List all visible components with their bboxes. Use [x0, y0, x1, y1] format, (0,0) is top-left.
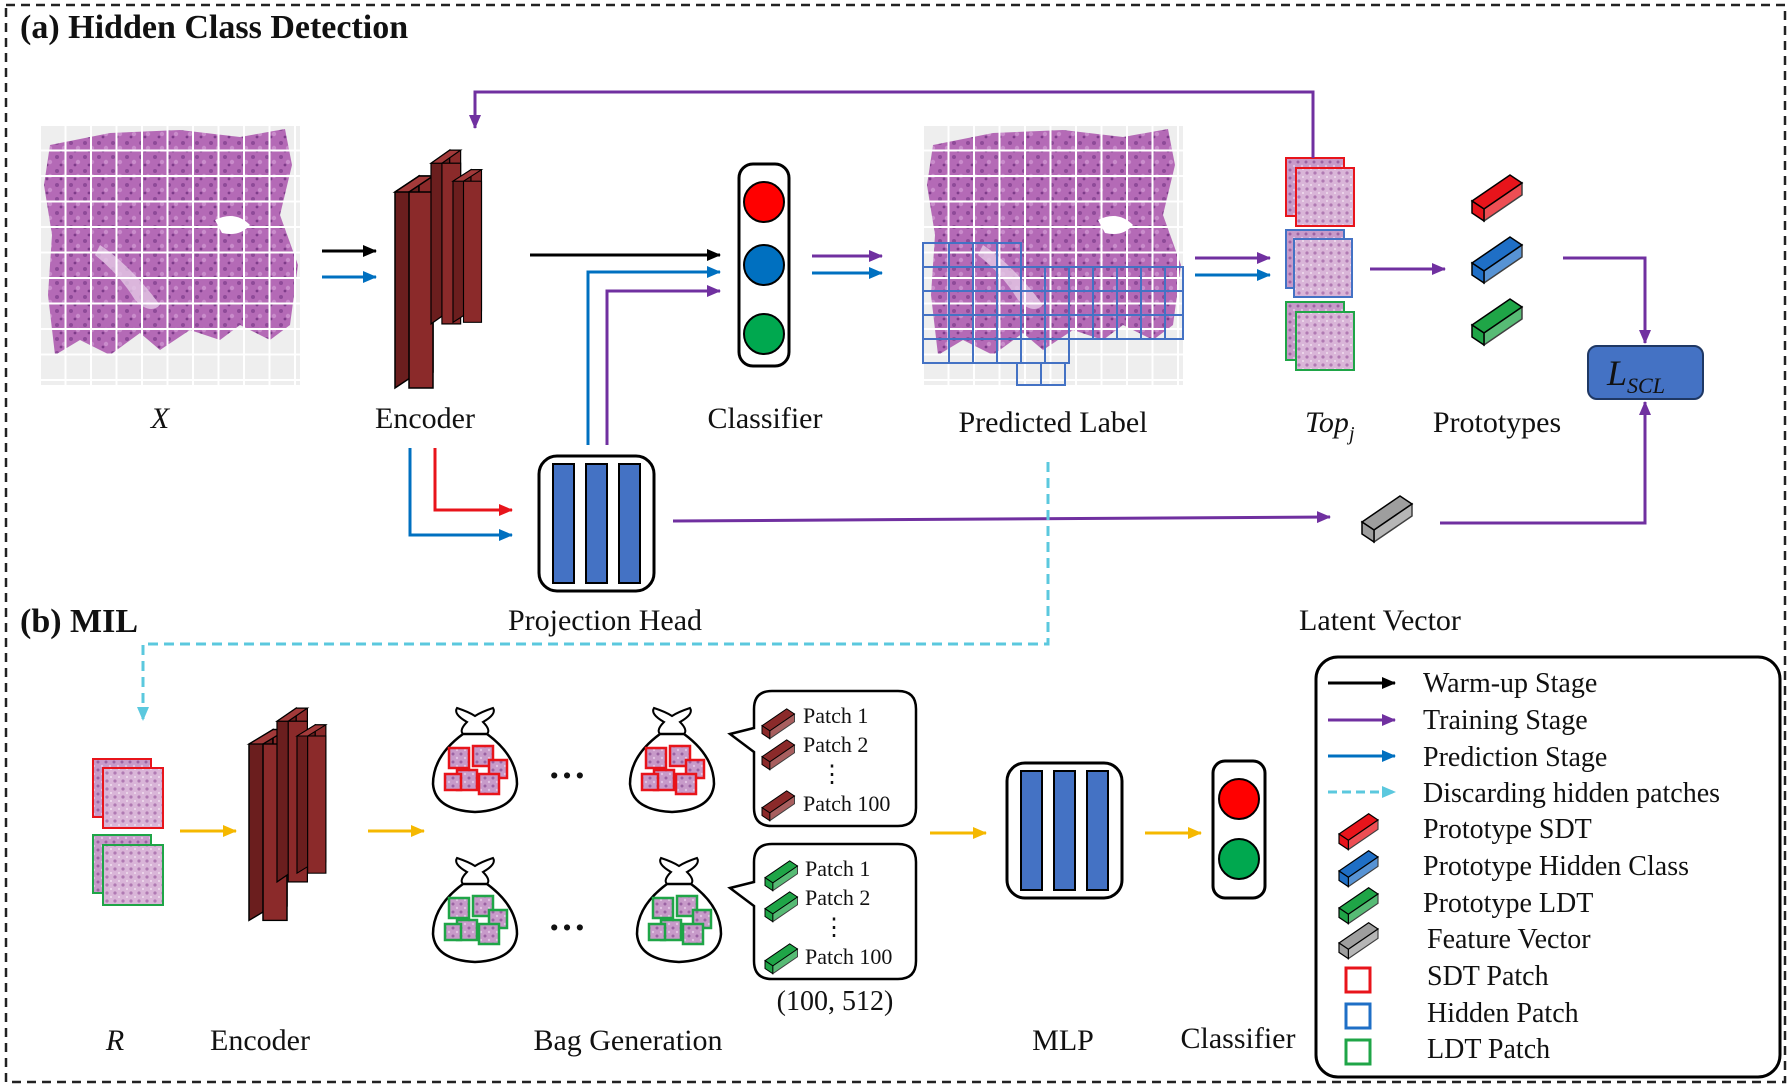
projection-head: [537, 454, 656, 593]
legend-label-sdt-patch: SDT Patch: [1427, 961, 1549, 992]
mlp-label: MLP: [1032, 1024, 1094, 1057]
classifier-a-blue-node: [743, 244, 785, 286]
prototype-sdt-bar: [1471, 174, 1523, 222]
classifier-a-label: Classifier: [708, 402, 823, 435]
arrow-training-proj-classifier: [605, 285, 721, 445]
callout-bottom-patch-2: Patch 2: [805, 885, 870, 910]
bag-ellipsis-bottom: …: [548, 897, 586, 939]
bag-generation-label: Bag Generation: [533, 1024, 722, 1057]
callout-bottom-patch-100: Patch 100: [805, 944, 892, 969]
bag-ldt-n: [635, 856, 723, 964]
classifier-b-red-node: [1218, 778, 1260, 820]
legend-label-discard: Discarding hidden patches: [1423, 778, 1720, 809]
encoder-b: [248, 707, 327, 922]
callout-ldt-patches: Patch 1 Patch 2 ⋮ Patch 100: [727, 842, 918, 981]
callout-top-vdots: ⋮: [820, 762, 844, 788]
encoder-a-label: Encoder: [375, 402, 475, 435]
predicted-label-slide: [922, 125, 1184, 386]
legend-label-ldt-patch: LDT Patch: [1427, 1034, 1550, 1065]
classifier-a-green-node: [743, 313, 785, 355]
bag-ellipsis-top: …: [548, 745, 586, 787]
classifier-b-green-node: [1218, 838, 1260, 880]
arrow-training-latent-loss: [1440, 401, 1651, 525]
arrow-training-feedback-encoder: [469, 90, 1315, 158]
latent-vector-bar: [1361, 495, 1413, 543]
legend-label-warmup: Warm-up Stage: [1423, 668, 1597, 699]
outer-frame: [4, 3, 1787, 1084]
bag-ldt-1: [431, 856, 519, 964]
loss-scl-box: LSCL: [1587, 345, 1704, 400]
callout-bottom-patch-1: Patch 1: [805, 856, 870, 881]
callout-bottom-vdots: ⋮: [822, 915, 846, 941]
section-a-title: (a) Hidden Class Detection: [20, 9, 408, 46]
legend-sdt-patch-icon: [1344, 966, 1372, 994]
input-x-label: X: [150, 402, 171, 435]
legend-label-prototype-hidden: Prototype Hidden Class: [1423, 851, 1689, 882]
legend: Warm-up Stage Training Stage Prediction …: [1314, 655, 1782, 1079]
legend-label-feature-vector: Feature Vector: [1427, 924, 1591, 955]
encoder-a: [394, 149, 483, 389]
topj-label: Topj: [1305, 406, 1355, 445]
arrow-prediction-proj-classifier: [586, 266, 721, 445]
callout-top-patch-100: Patch 100: [803, 791, 890, 816]
shape-label: (100, 512): [777, 986, 894, 1017]
callout-sdt-patches: Patch 1 Patch 2 ⋮ Patch 100: [727, 689, 918, 828]
legend-label-prototype-ldt: Prototype LDT: [1423, 888, 1593, 919]
legend-label-hidden-patch: Hidden Patch: [1427, 998, 1579, 1029]
input-r-label: R: [105, 1024, 124, 1057]
prototypes-label: Prototypes: [1433, 406, 1561, 439]
prototype-ldt-bar: [1471, 298, 1523, 346]
classifier-b: [1211, 759, 1267, 900]
arrow-prediction-encoder-projection: [408, 448, 513, 541]
legend-label-prototype-sdt: Prototype SDT: [1423, 814, 1592, 845]
callout-top-patch-2: Patch 2: [803, 732, 868, 757]
legend-ldt-patch-icon: [1344, 1038, 1372, 1066]
callout-top-patch-1: Patch 1: [803, 703, 868, 728]
arrow-training-projection-latent: [672, 511, 1331, 524]
classifier-a: [737, 162, 791, 368]
predicted-label-text: Predicted Label: [958, 406, 1147, 439]
topj-patches: [1285, 157, 1355, 371]
section-b-title: (b) MIL: [20, 603, 138, 640]
svg-text:LSCL: LSCL: [1606, 353, 1665, 398]
projection-head-label: Projection Head: [508, 604, 702, 637]
arrow-training-encoder-projection: [433, 448, 513, 516]
encoder-b-label: Encoder: [210, 1024, 310, 1057]
input-wsi-image: [40, 125, 300, 385]
legend-hidden-patch-icon: [1344, 1002, 1372, 1030]
legend-label-training: Training Stage: [1423, 705, 1588, 736]
bag-sdt-1: [431, 706, 519, 814]
mlp-block: [1005, 761, 1124, 900]
arrow-training-prototypes-loss: [1563, 256, 1651, 344]
legend-label-prediction: Prediction Stage: [1423, 742, 1607, 773]
latent-vector-label: Latent Vector: [1299, 604, 1461, 637]
bag-sdt-n: [628, 706, 716, 814]
arrow-discard-hidden-patches: [137, 462, 1050, 721]
input-r-patches: [92, 758, 164, 906]
classifier-b-label: Classifier: [1181, 1022, 1296, 1055]
classifier-a-red-node: [743, 181, 785, 223]
prototype-hidden-bar: [1471, 236, 1523, 284]
